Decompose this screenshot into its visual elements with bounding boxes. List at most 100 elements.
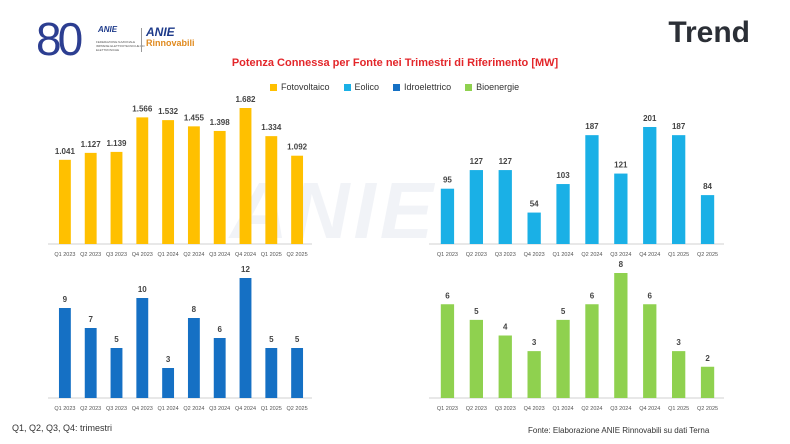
bar [469,170,483,244]
x-tick-label: Q1 2025 [668,252,689,258]
chart-eolico: 95 Q1 2023 127 Q2 2023 127 Q3 2023 54 Q4 2023 10… [429,114,724,258]
brand-name-1: ANIE [146,25,175,39]
x-tick-label: Q2 2023 [80,406,101,412]
legend-label: Idroelettrico [404,82,452,92]
bar [136,298,149,398]
bar [213,338,226,398]
data-label: 201 [643,114,657,123]
data-label: 7 [88,315,93,324]
chart-idroelettrico: 9 Q1 2023 7 Q2 2023 5 Q3 2023 10 Q4 2023 3 Q1 202… [48,265,312,412]
x-tick-label: Q1 2023 [437,406,458,412]
data-label: 9 [63,295,68,304]
logo-80-number: 80 [36,13,83,65]
logo-divider [141,28,142,52]
footnote-quarters: Q1, Q2, Q3, Q4: trimestri [12,423,113,433]
x-tick-label: Q2 2024 [581,252,602,258]
bar [556,319,570,398]
x-tick-label: Q1 2023 [54,406,75,412]
page-title: Trend [668,16,750,49]
data-label: 5 [561,307,566,316]
legend-item-idroelettrico: Idroelettrico [393,82,451,92]
data-label: 3 [532,338,537,347]
data-label: 8 [619,260,624,269]
data-label: 8 [192,305,197,314]
chart-title: Potenza Connessa per Fonte nei Trimestri… [231,57,559,69]
x-tick-label: Q2 2024 [183,406,204,412]
data-label: 1.532 [158,107,179,116]
data-label: 3 [166,355,171,364]
legend-swatch [270,83,277,91]
bar [110,151,123,244]
bar [672,135,686,244]
x-tick-label: Q4 2023 [132,406,153,412]
bar [643,304,657,398]
bar [700,195,715,244]
brand-name-2: Rinnovabili [146,38,195,48]
bar [84,152,97,244]
legend-item-eolico: Eolico [343,82,380,92]
anie-rinnovabili-logo: ANIE Rinnovabili [146,26,195,48]
data-label: 12 [241,265,250,274]
x-tick-label: Q1 2023 [54,252,75,258]
legend-item-bioenergie: Bioenergie [465,82,519,92]
x-tick-label: Q1 2025 [261,252,282,258]
bar [527,351,541,398]
x-tick-label: Q2 2023 [466,252,487,258]
data-label: 121 [614,161,628,170]
bar [265,348,278,398]
data-label: 3 [676,338,681,347]
anie-logo-text: ANIE [98,25,118,34]
bar [84,328,97,398]
x-tick-label: Q2 2025 [287,252,308,258]
legend-label: Eolico [354,82,380,92]
data-label: 127 [470,157,484,166]
data-label: 1.455 [184,113,205,122]
bar [136,117,149,244]
x-tick-label: Q3 2024 [610,252,631,258]
bar [291,348,304,398]
data-label: 1.092 [287,143,308,152]
x-tick-label: Q4 2023 [524,252,545,258]
x-tick-label: Q2 2023 [80,252,101,258]
bar [700,366,715,398]
x-tick-label: Q4 2024 [235,406,256,412]
x-tick-label: Q4 2023 [524,406,545,412]
bar [239,278,252,398]
legend-swatch [343,83,351,91]
bar [585,304,599,398]
data-label: 1.334 [261,123,282,132]
data-label: 6 [590,291,595,300]
footnote-source: Fonte: Elaborazione ANIE Rinnovabili su … [528,426,710,435]
bar [614,273,628,398]
bar [58,308,71,398]
x-tick-label: Q2 2023 [466,406,487,412]
bar [672,351,686,398]
bar [440,304,455,398]
x-tick-label: Q3 2023 [495,406,516,412]
data-label: 103 [556,171,570,180]
data-label: 1.127 [81,140,102,149]
legend-swatch [393,83,401,91]
data-label: 5 [269,335,274,344]
x-tick-label: Q3 2023 [495,252,516,258]
data-label: 10 [138,285,147,294]
data-label: 127 [499,157,513,166]
data-label: 6 [217,325,222,334]
anie-logo-subtitle: FEDERAZIONE NAZIONALE IMPRESE ELETTROTEC… [96,40,145,52]
bar [265,136,278,244]
bar [643,127,657,244]
chart-legend: Fotovoltaico Eolico Idroelettrico Bioene… [270,82,519,92]
bar [187,126,200,244]
x-tick-label: Q1 2025 [261,406,282,412]
data-label: 1.398 [210,118,231,127]
data-label: 6 [648,291,653,300]
data-label: 5 [474,307,479,316]
bar [498,170,512,244]
x-tick-label: Q1 2024 [552,252,573,258]
x-tick-label: Q4 2023 [132,252,153,258]
bar [614,173,628,244]
bar [187,318,200,398]
x-tick-label: Q1 2024 [158,252,179,258]
data-label: 84 [703,182,712,191]
